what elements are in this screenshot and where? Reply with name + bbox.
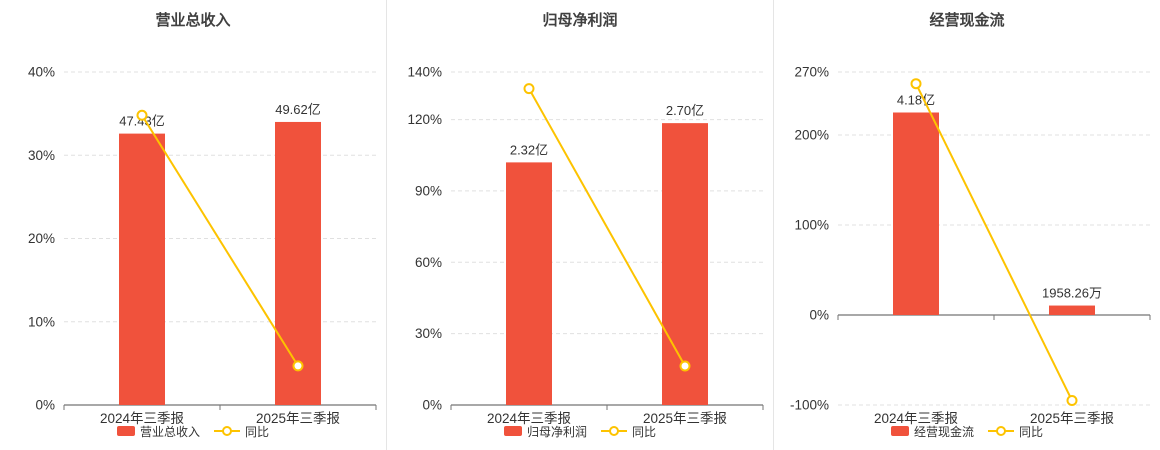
svg-text:20%: 20%	[28, 231, 55, 246]
svg-text:49.62亿: 49.62亿	[275, 102, 321, 117]
net-profit-chart: 140% 120% 90% 60% 30% 0% 2.32亿 2.70亿 2024年三季报 202…	[407, 65, 764, 426]
legend-item-bar[interactable]: 经营现金流	[890, 423, 974, 440]
svg-text:0%: 0%	[422, 398, 442, 413]
net-profit-chart-panel: 归母净利润 140% 120% 90% 60% 30% 0% 2.32亿 2.70亿 2024年…	[387, 0, 774, 450]
line-legend-swatch-icon	[601, 425, 627, 437]
cash-flow-chart: 270% 200% 100% 0% -100% 4.18亿 1958.26万 2024年三季报…	[790, 65, 1151, 426]
bar-legend-label: 营业总收入	[139, 424, 200, 439]
svg-text:2024年三季报: 2024年三季报	[874, 411, 958, 426]
chart-title: 经营现金流	[929, 12, 1005, 29]
svg-text:100%: 100%	[794, 218, 829, 233]
legend-item-line[interactable]: 同比	[601, 423, 656, 440]
svg-text:2.70亿: 2.70亿	[666, 103, 704, 118]
bar-legend-label: 归母净利润	[526, 424, 587, 439]
bar-legend-swatch-icon	[503, 426, 522, 436]
svg-text:2025年三季报: 2025年三季报	[1030, 411, 1114, 426]
svg-text:2024年三季报: 2024年三季报	[487, 411, 571, 426]
line-legend-label: 同比	[632, 424, 657, 439]
svg-text:120%: 120%	[407, 112, 442, 127]
svg-text:2025年三季报: 2025年三季报	[256, 411, 340, 426]
line-legend-label: 同比	[1019, 424, 1044, 439]
legend-item-line[interactable]: 同比	[988, 423, 1043, 440]
svg-text:4.18亿: 4.18亿	[897, 93, 935, 108]
svg-text:2024年三季报: 2024年三季报	[100, 411, 184, 426]
svg-text:1958.26万: 1958.26万	[1042, 286, 1102, 301]
svg-text:0%: 0%	[809, 308, 829, 323]
svg-text:90%: 90%	[415, 183, 442, 198]
svg-text:40%: 40%	[28, 65, 55, 80]
cash-flow-chart-panel: 经营现金流 270% 200% 100% 0% -100% 4.18亿 1958.26万 20…	[774, 0, 1160, 450]
svg-text:10%: 10%	[28, 314, 55, 329]
legend: 归母净利润 同比	[503, 420, 656, 442]
chart-title: 营业总收入	[155, 12, 231, 29]
legend-item-bar[interactable]: 营业总收入	[116, 423, 200, 440]
line-legend-swatch-icon	[988, 425, 1014, 437]
revenue-chart: 40% 30% 20% 10% 0% 47.43亿 49.62亿 2024年三季报 2025年三…	[28, 65, 377, 426]
chart-title: 归母净利润	[542, 12, 618, 29]
svg-text:2.32亿: 2.32亿	[510, 142, 548, 157]
svg-text:30%: 30%	[28, 148, 55, 163]
line-legend-label: 同比	[245, 424, 270, 439]
svg-text:30%: 30%	[415, 326, 442, 341]
svg-text:-100%: -100%	[790, 398, 829, 413]
svg-text:2025年三季报: 2025年三季报	[643, 411, 727, 426]
svg-text:0%: 0%	[35, 398, 55, 413]
bar-legend-label: 经营现金流	[913, 424, 974, 439]
bar-legend-swatch-icon	[890, 426, 909, 436]
line-legend-swatch-icon	[214, 425, 240, 437]
svg-text:270%: 270%	[794, 65, 829, 80]
bar-legend-swatch-icon	[116, 426, 135, 436]
revenue-chart-panel: 营业总收入 40% 30% 20% 10% 0% 47.43亿 49.62亿 2024年三季报…	[0, 0, 387, 450]
legend: 经营现金流 同比	[890, 420, 1043, 442]
svg-text:200%: 200%	[794, 128, 829, 143]
svg-text:140%: 140%	[407, 65, 442, 80]
svg-text:60%: 60%	[415, 255, 442, 270]
legend-item-line[interactable]: 同比	[214, 423, 269, 440]
svg-text:47.43亿: 47.43亿	[119, 114, 165, 129]
legend-item-bar[interactable]: 归母净利润	[503, 423, 587, 440]
legend: 营业总收入 同比	[116, 420, 269, 442]
